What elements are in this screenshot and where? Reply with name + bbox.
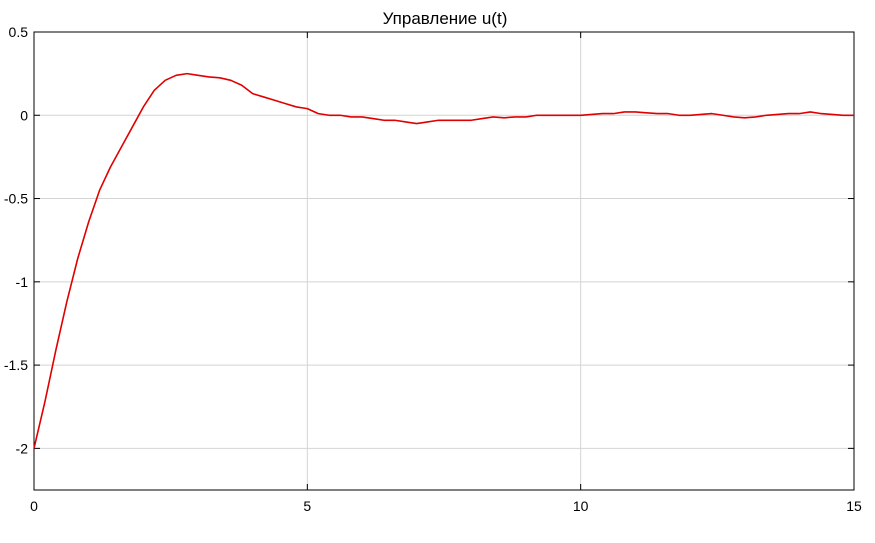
y-tick-label: -1	[16, 274, 29, 290]
x-tick-label: 10	[573, 498, 589, 514]
y-tick-label: -1.5	[4, 357, 28, 373]
x-tick-label: 0	[30, 498, 38, 514]
y-tick-label: 0	[20, 107, 28, 123]
series-line	[33, 72, 854, 449]
plot-area	[34, 32, 854, 490]
chart-title: Управление u(t)	[383, 9, 508, 28]
x-tick-label: 5	[303, 498, 311, 514]
axes-frame	[33, 31, 855, 491]
y-tick-label: -0.5	[4, 191, 28, 207]
axes: 0 5 10 15 -2 -1.5 -1 -0.5 0 0.5	[4, 24, 862, 514]
grid-lines	[34, 31, 854, 490]
x-tick-label: 15	[846, 498, 862, 514]
y-tick-label: -2	[16, 440, 29, 456]
series-layer	[33, 72, 854, 449]
y-tick-label: 0.5	[9, 24, 29, 40]
